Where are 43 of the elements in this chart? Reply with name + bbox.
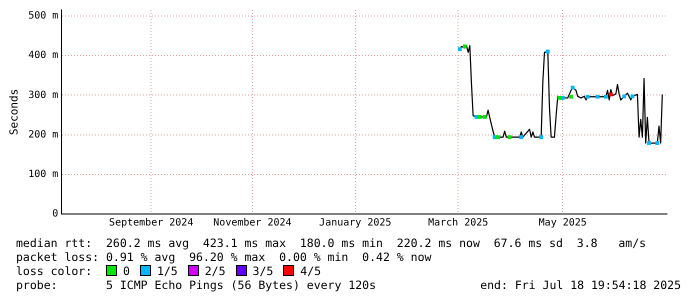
point [462, 44, 467, 48]
x-tick-label: September 2024 [109, 218, 194, 229]
point [519, 135, 524, 140]
legend-label: 2/5 [204, 264, 226, 278]
y-tick-label: 500 m [28, 10, 58, 22]
point [570, 86, 575, 90]
point [569, 94, 573, 99]
point [604, 94, 608, 99]
point [647, 141, 651, 146]
x-tick-label: January 2025 [319, 218, 392, 229]
text: loss color: [16, 264, 94, 278]
point [655, 141, 660, 146]
legend-label: 3/5 [252, 264, 274, 278]
legend-label: 4/5 [300, 264, 322, 278]
text: median rtt: 260.2 ms avg 423.1 ms max 180.0 ms min 220.2 ms now 67.6 ms sd 3.8 am/s [16, 236, 646, 250]
point [539, 135, 544, 140]
point [482, 115, 487, 119]
legend-label: 0 [123, 264, 130, 278]
point [596, 94, 600, 99]
legend-label: 1/5 [156, 264, 178, 278]
point [586, 94, 590, 99]
point [478, 115, 482, 119]
x-tick-label: March 2025 [428, 218, 488, 229]
point [474, 115, 478, 119]
y-tick-label: 400 m [28, 50, 58, 62]
point [508, 135, 512, 140]
point [496, 135, 500, 140]
y-tick-label: 100 m [28, 168, 58, 180]
y-axis-title: Seconds [7, 88, 20, 136]
x-tick-label: November 2024 [213, 218, 292, 229]
y-tick-label: 200 m [28, 129, 58, 140]
point [622, 94, 626, 98]
y-tick-label: 300 m [28, 90, 58, 101]
point [608, 92, 613, 96]
x-tick-label: May 2025 [538, 218, 587, 229]
point [558, 96, 562, 100]
point [458, 47, 462, 52]
text: packet loss: 0.91 % avg 96.20 % max 0.00 % min 0.42 % now [16, 250, 432, 264]
text: end: Fri Jul 18 19:54:18 2025 [480, 278, 681, 292]
y-tick-label: 0 [52, 208, 58, 220]
text: probe: 5 ICMP Echo Pings (56 Bytes) every 120s [16, 278, 376, 292]
point [630, 94, 634, 98]
point [546, 50, 550, 54]
